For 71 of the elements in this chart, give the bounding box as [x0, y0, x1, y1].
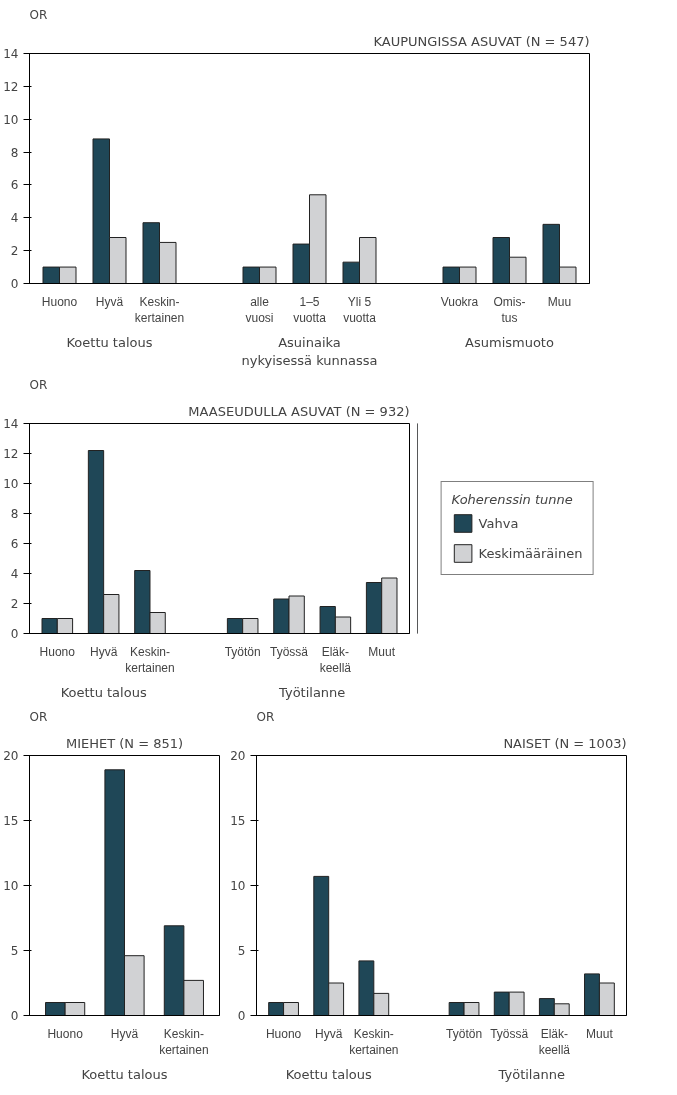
x-tick-label: Vuokra: [440, 294, 479, 309]
chart-title: NAISET (N = 1003): [503, 735, 627, 751]
y-tick-label: 6: [10, 537, 19, 551]
y-tick-label: 2: [10, 597, 19, 611]
x-tick-label: Huono: [265, 1026, 302, 1041]
text: Asuinaika nykyisessä kunnassa: [241, 334, 378, 368]
x-tick-label: Huono: [39, 644, 76, 659]
y-tick-label: 0: [10, 277, 19, 291]
chart-title: MIEHET (N = 851): [65, 735, 184, 751]
x-tick-label: Eläk- keellä: [538, 1026, 571, 1058]
x-tick-label: alle vuosi: [245, 294, 274, 326]
y-tick-label: 10: [3, 477, 19, 491]
x-tick-label: Huono: [47, 1026, 84, 1041]
x-tick-label: Keskin- kertainen: [134, 294, 185, 326]
x-tick-label: Keskin- kertainen: [125, 644, 175, 676]
y-tick-label: 6: [10, 178, 19, 193]
y-tick-label: 10: [230, 879, 246, 893]
y-tick-label: 8: [10, 507, 19, 521]
y-axis-title: OR: [29, 709, 48, 724]
y-axis-title: OR: [29, 377, 48, 392]
y-tick-label: 8: [10, 145, 19, 160]
text: Koettu talous: [285, 1066, 372, 1082]
x-tick-label: Huono: [41, 294, 78, 309]
x-tick-label: Työtön: [446, 1026, 483, 1041]
x-tick-label: Työssä: [490, 1026, 529, 1041]
x-tick-label: Muut: [586, 1026, 614, 1041]
text: Työtilanne: [278, 684, 346, 700]
x-tick-label: Keskin- kertainen: [349, 1026, 399, 1058]
y-tick-label: 5: [10, 944, 19, 958]
y-tick-label: 15: [230, 814, 246, 828]
x-tick-label: Hyvä: [315, 1026, 343, 1041]
y-tick-label: 12: [3, 79, 19, 94]
x-tick-label: Hyvä: [110, 1026, 139, 1041]
y-tick-label: 0: [237, 1009, 246, 1023]
x-tick-label: Työtön: [224, 644, 261, 659]
y-tick-label: 20: [230, 749, 246, 763]
y-axis-title: OR: [29, 7, 48, 22]
y-tick-label: 0: [10, 627, 19, 641]
legend-label: Vahva: [478, 515, 519, 531]
x-tick-label: Yli 5 vuotta: [343, 294, 377, 326]
y-tick-label: 4: [10, 211, 19, 226]
text: Koettu talous: [60, 684, 147, 700]
text: Koettu talous: [66, 334, 153, 350]
x-tick-label: Muu: [547, 294, 572, 309]
y-tick-label: 20: [3, 749, 19, 763]
text: Koettu talous: [81, 1066, 168, 1082]
y-tick-label: 5: [237, 944, 246, 958]
x-tick-label: Muut: [368, 644, 396, 659]
y-tick-label: 14: [3, 417, 19, 431]
y-tick-label: 10: [3, 112, 19, 127]
y-axis-title: OR: [256, 709, 275, 724]
x-tick-label: Hyvä: [95, 294, 124, 309]
x-tick-label: Omis- tus: [493, 294, 526, 326]
x-tick-label: Eläk- keellä: [319, 644, 352, 676]
y-tick-label: 15: [3, 814, 19, 828]
x-tick-label: Työssä: [270, 644, 309, 659]
y-tick-label: 10: [3, 879, 19, 893]
y-tick-label: 2: [10, 244, 19, 259]
x-tick-label: Hyvä: [89, 644, 118, 659]
chart-title: KAUPUNGISSA ASUVAT (N = 547): [373, 33, 590, 49]
legend-title: Koherenssin tunne: [451, 492, 574, 507]
x-tick-label: Keskin- kertainen: [159, 1026, 209, 1058]
legend-label: Keskimääräinen: [478, 545, 583, 561]
text: Työtilanne: [497, 1066, 565, 1082]
y-tick-label: 0: [10, 1009, 19, 1023]
y-tick-label: 12: [3, 447, 19, 461]
y-tick-label: 4: [10, 567, 19, 581]
x-tick-label: 1–5 vuotta: [293, 294, 327, 326]
text: Asumismuoto: [465, 334, 554, 350]
y-tick-label: 14: [3, 47, 19, 61]
chart-title: MAASEUDULLA ASUVAT (N = 932): [188, 403, 410, 419]
